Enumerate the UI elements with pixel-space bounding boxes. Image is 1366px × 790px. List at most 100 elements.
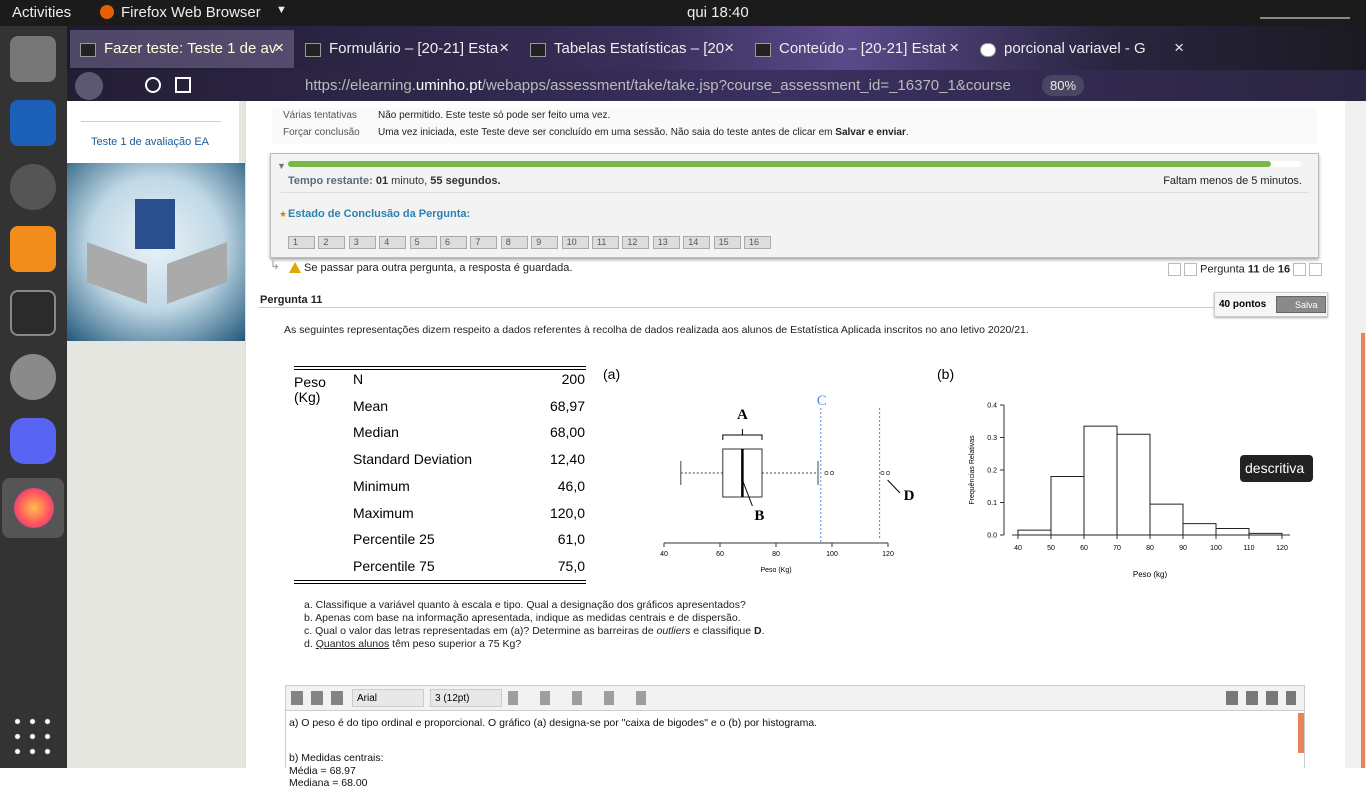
x-tick-label: 60 <box>716 551 724 558</box>
question-button[interactable]: 11 <box>592 236 619 249</box>
arrow-d <box>887 479 901 494</box>
tab-title: Conteúdo – [20-21] Estat <box>779 40 946 57</box>
info-text: Uma vez iniciada, este Teste deve ser co… <box>378 127 909 138</box>
x-tick-label: 80 <box>1146 545 1154 552</box>
question-button[interactable]: 1 <box>288 236 315 249</box>
question-button[interactable]: 5 <box>409 236 437 249</box>
brace <box>722 429 763 440</box>
minutes: 01 <box>375 175 389 187</box>
tab-close[interactable]: × <box>499 38 509 57</box>
tab[interactable]: Tabelas Estatísticas – [20 × <box>520 30 744 68</box>
dock <box>0 26 67 768</box>
x-tick-label: 120 <box>1276 545 1288 552</box>
outlier <box>824 471 829 475</box>
question-button[interactable]: 2 <box>318 236 346 249</box>
tab-title: Tabelas Estatísticas – [20 <box>554 40 725 57</box>
pager: Pergunta 11 de 16 <box>1168 263 1323 276</box>
tab-close[interactable]: × <box>274 38 284 57</box>
reload-button[interactable] <box>145 77 161 93</box>
item-text: D <box>753 625 762 637</box>
tab-close[interactable]: × <box>724 38 734 57</box>
back-button[interactable] <box>75 72 103 100</box>
question-button[interactable]: 12 <box>622 236 650 249</box>
next-page[interactable] <box>1293 263 1307 276</box>
question-button[interactable]: 8 <box>500 236 528 249</box>
question-button[interactable]: 16 <box>744 236 771 249</box>
table-value: 61,0 <box>557 531 585 548</box>
last-page[interactable] <box>1309 263 1323 276</box>
view-buttons[interactable] <box>1226 691 1296 705</box>
prev-page[interactable] <box>1184 263 1198 276</box>
question-intro: As seguintes representações dizem respei… <box>284 324 1029 336</box>
tab[interactable]: porcional variavel - G × <box>970 30 1194 68</box>
terminal-icon[interactable] <box>10 290 56 336</box>
discord-icon[interactable] <box>10 418 56 464</box>
info-text: Não permitido. Este teste só pode ser fe… <box>378 110 610 121</box>
bar <box>1050 476 1085 536</box>
bar <box>1149 503 1184 536</box>
app-menu[interactable]: Firefox Web Browser <box>121 4 261 21</box>
item-text: b. Apenas com base na informação apresen… <box>304 612 741 624</box>
files-icon[interactable] <box>10 36 56 82</box>
question-button[interactable]: 14 <box>683 236 711 249</box>
font-select[interactable]: Arial <box>352 689 424 707</box>
x-tick-label: 80 <box>772 551 780 558</box>
sublime-icon[interactable] <box>10 226 56 272</box>
status-title[interactable]: Estado de Conclusão da Pergunta: <box>288 208 471 220</box>
arrow: ↳ <box>270 258 281 272</box>
tab[interactable]: Formulário – [20-21] Esta × <box>295 30 519 68</box>
size-select[interactable]: 3 (12pt) <box>430 689 502 707</box>
question-button[interactable]: 10 <box>561 236 589 249</box>
clock[interactable]: qui 18:40 <box>687 4 749 21</box>
collapse[interactable]: ▼ <box>277 161 286 171</box>
sidebar-link[interactable]: Teste 1 de avaliação EA <box>91 136 210 148</box>
scrollbar[interactable] <box>1345 101 1366 768</box>
question-button[interactable]: 7 <box>470 236 498 249</box>
format-buttons[interactable] <box>291 691 347 705</box>
first-page[interactable] <box>1168 263 1181 276</box>
home-button[interactable] <box>175 77 191 93</box>
stats-table: Peso (Kg) <box>294 366 586 584</box>
item-text: têm peso superior a 75 Kg? <box>389 638 522 650</box>
tab-icon <box>755 43 771 57</box>
status-icons[interactable] <box>1260 7 1350 19</box>
zoom[interactable]: 80% <box>1042 75 1084 96</box>
question-button[interactable]: 6 <box>440 236 467 249</box>
question-button[interactable]: 13 <box>652 236 680 249</box>
editor-line: b) Medidas centrais: <box>289 752 384 764</box>
app-icon <box>100 5 114 19</box>
settings-icon[interactable] <box>10 354 56 400</box>
x-tick-label: 110 <box>1243 545 1254 552</box>
tab[interactable]: Conteúdo – [20-21] Estat × <box>745 30 969 68</box>
question-button[interactable]: 4 <box>379 236 407 249</box>
table-stat: Standard Deviation <box>353 451 473 468</box>
tab[interactable]: Fazer teste: Teste 1 de av × <box>70 30 294 68</box>
mine-icon[interactable] <box>10 164 56 210</box>
tab-title: Formulário – [20-21] Esta <box>329 40 499 57</box>
editor-content[interactable]: a) O peso é do tipo ordinal e proporcion… <box>289 717 817 790</box>
item-text: . <box>761 625 765 637</box>
question-button[interactable]: 15 <box>713 236 741 249</box>
tool-buttons[interactable] <box>508 691 668 705</box>
tab-close[interactable]: × <box>1174 38 1184 57</box>
firefox-active[interactable] <box>2 478 64 538</box>
points: 40 pontos <box>1219 299 1267 310</box>
writer-icon[interactable] <box>10 100 56 146</box>
activities[interactable]: Activities <box>12 4 72 21</box>
question-button[interactable]: 3 <box>348 236 376 249</box>
editor-line: Média = 68.97 <box>289 764 356 777</box>
question-button[interactable]: 9 <box>531 236 559 249</box>
x-tick-label: 70 <box>1113 545 1121 552</box>
table-value: 75,0 <box>557 557 585 574</box>
address[interactable]: https://elearning.uminho.pt/webapps/asse… <box>305 74 1105 98</box>
tab-close[interactable]: × <box>949 38 959 57</box>
item-text: outliers <box>656 625 691 637</box>
y-axis-label: Frequências Relativas <box>969 435 976 505</box>
caret: ▼ <box>276 4 287 16</box>
seconds-unit: segundos. <box>445 175 501 187</box>
question-item: a. Classifique a variável quanto à escal… <box>304 599 765 612</box>
editor-toolbar: Arial 3 (12pt) <box>286 686 1304 711</box>
apps-grid[interactable] <box>10 714 56 760</box>
question-item: b. Apenas com base na informação apresen… <box>304 612 765 625</box>
